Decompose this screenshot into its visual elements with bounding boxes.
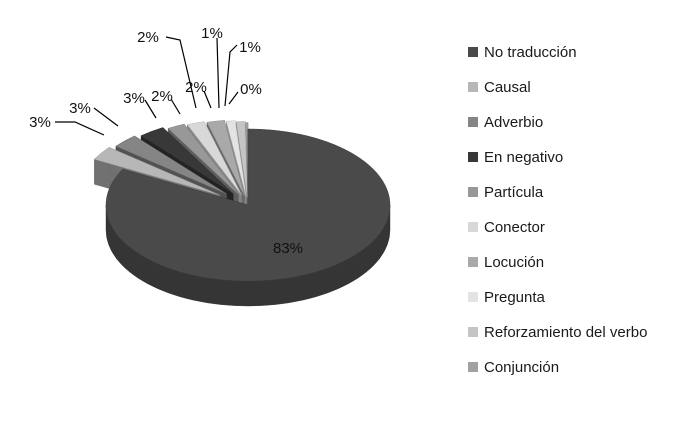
legend-item-locucion: Locución [468,254,544,271]
legend-item-en-negativo: En negativo [468,149,563,166]
leader-line-locucion [203,90,212,109]
data-label-locucion: 2% [185,79,207,96]
legend-label: Pregunta [484,289,546,306]
data-label-no-traduccion: 83% [273,240,303,257]
legend-item-conjuncion: Conjunción [468,359,559,376]
pie-slice-top [105,128,391,282]
legend-item-causal: Causal [468,79,531,96]
pie-slice-top [225,120,247,197]
leader-line-particula [170,98,181,115]
legend-item-no-traduccion: No traducción [468,44,577,61]
legend-label: En negativo [484,149,563,166]
legend-label: Adverbio [484,114,543,131]
data-label-conector: 2% [137,29,159,46]
legend-swatch [468,222,478,232]
legend-item-conector: Conector [468,219,545,236]
legend-item-reforzamiento-del-verbo: Reforzamiento del verbo [468,324,647,341]
legend-swatch [468,292,478,302]
legend-swatch [468,187,478,197]
leader-line-adverbio [93,107,119,127]
pie-slice-top [235,121,248,198]
leader-line-en-negativo [144,99,157,119]
legend-swatch [468,362,478,372]
leader-line-conjuncion [228,91,239,105]
pie-slice-top [245,122,249,199]
legend-item-adverbio: Adverbio [468,114,543,131]
data-labels: 83% 3% 3% 3% 2% 2% 2% 1% 1% 0% [29,25,303,257]
legend-swatch [468,152,478,162]
legend-label: Locución [484,254,544,271]
legend-item-pregunta: Pregunta [468,289,546,306]
legend-swatch [468,82,478,92]
legend-swatch [468,47,478,57]
pie-slice-top [115,135,227,195]
data-label-en-negativo: 3% [123,90,145,107]
pie-slice-top [93,147,220,196]
legend-label: Partícula [484,184,544,201]
data-label-adverbio: 3% [69,100,91,117]
pie-slice-top [186,121,242,196]
legend-label: Conector [484,219,545,236]
pie-slice-top [167,123,239,195]
leader-line-reforzamiento-del-verbo [224,44,238,107]
legend-swatch [468,117,478,127]
legend-label: Causal [484,79,531,96]
legend-swatch [468,257,478,267]
leader-line-pregunta [216,37,220,109]
pie-slice-top [206,120,245,196]
legend-label: No traducción [484,44,577,61]
legend-label: Reforzamiento del verbo [484,324,647,341]
data-label-pregunta: 1% [201,25,223,42]
pie-slices [93,120,391,307]
legend-label: Conjunción [484,359,559,376]
leader-line-conector [165,36,197,109]
legend-swatch [468,327,478,337]
pie-slice-top [140,127,234,194]
data-label-causal: 3% [29,114,51,131]
legend: No traducción Causal Adverbio En negativo Pa… [468,44,647,376]
data-label-reforzamiento-del-verbo: 1% [239,39,261,56]
data-label-particula: 2% [151,88,173,105]
legend-item-particula: Partícula [468,184,544,201]
data-label-conjuncion: 0% [240,81,262,98]
pie-slice-no-traduccion [105,128,391,307]
leader-line-causal [55,121,105,136]
